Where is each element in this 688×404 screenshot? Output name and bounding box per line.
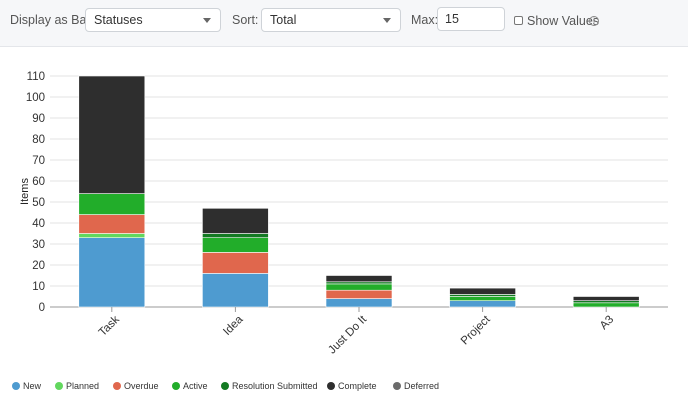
x-tick-label: Just Do It: [326, 313, 369, 356]
bar-segment-overdue: [325, 289, 393, 299]
max-value: 15: [445, 12, 459, 26]
legend-swatch: [221, 382, 229, 390]
x-tick-label: A3: [598, 314, 616, 332]
y-tick-label: 90: [32, 113, 45, 125]
y-axis-label: Items: [19, 178, 31, 205]
y-tick-label: 70: [32, 155, 45, 167]
legend-label: New: [23, 381, 42, 391]
y-tick-label: 40: [32, 218, 45, 230]
legend-label: Active: [183, 381, 208, 391]
display-as-bar-label: Display as Bar:: [10, 13, 95, 27]
legend-label: Complete: [338, 381, 377, 391]
bar-segment-new: [325, 298, 393, 308]
legend-swatch: [172, 382, 180, 390]
bar-segment-new: [449, 300, 516, 308]
y-tick-label: 0: [39, 302, 45, 314]
chart-toolbar: Display as Bar: Statuses Sort: Total Max…: [0, 0, 688, 47]
bar-segment-complete: [325, 275, 393, 283]
y-tick-label: 80: [32, 134, 45, 146]
info-icon[interactable]: i: [589, 16, 599, 26]
legend-label: Overdue: [124, 381, 159, 391]
bar-segment-new: [78, 237, 146, 308]
y-tick-label: 110: [27, 71, 45, 83]
bar-segment-overdue: [78, 214, 146, 234]
legend-swatch: [55, 382, 63, 390]
x-tick-label: Idea: [221, 313, 246, 338]
sort-select[interactable]: Total: [261, 8, 401, 32]
show-values-label[interactable]: Show Values: [527, 14, 600, 28]
bar-segment-new: [202, 273, 269, 308]
y-tick-label: 30: [32, 239, 45, 251]
y-tick-label: 50: [32, 197, 45, 209]
bar-segment-complete: [78, 75, 146, 194]
bar-segment-resolution-submitted: [325, 281, 393, 285]
bar-segment-resolution-submitted: [572, 300, 640, 304]
display-as-bar-select[interactable]: Statuses: [85, 8, 221, 32]
legend-label: Deferred: [404, 381, 440, 391]
bar-segment-planned: [78, 233, 146, 238]
y-tick-label: 20: [32, 260, 45, 272]
sort-value: Total: [270, 13, 297, 27]
legend-swatch: [393, 382, 401, 390]
x-tick-label: Task: [97, 313, 122, 338]
legend-label: Resolution Submitted: [232, 381, 318, 391]
y-tick-label: 60: [32, 176, 45, 188]
bar-segment-resolution-submitted: [202, 233, 269, 238]
bar-segment-active: [78, 193, 146, 215]
legend-label: Planned: [66, 381, 100, 391]
legend-swatch: [327, 382, 335, 390]
bar-segment-active: [449, 296, 516, 301]
bar-segment-active: [572, 302, 640, 308]
y-tick-label: 100: [26, 92, 45, 104]
legend-swatch: [12, 382, 20, 390]
bar-segment-complete: [202, 208, 269, 234]
chevron-down-icon: [203, 18, 211, 23]
show-values-checkbox[interactable]: [514, 16, 523, 25]
display-as-bar-value: Statuses: [94, 13, 143, 27]
x-tick-label: Project: [459, 313, 493, 347]
bar-segment-resolution-submitted: [449, 294, 516, 297]
bar-segment-complete: [449, 287, 516, 295]
bar-segment-active: [325, 283, 393, 291]
legend-swatch: [113, 382, 121, 390]
max-input[interactable]: 15: [437, 7, 505, 31]
bar-segment-active: [202, 237, 269, 253]
bar-segment-overdue: [202, 252, 269, 274]
sort-label: Sort:: [232, 13, 259, 27]
chevron-down-icon: [383, 18, 391, 23]
y-tick-label: 10: [32, 281, 45, 293]
stacked-bar-chart: 0 10 20 30 40 50 60 70 80 90 100 110 Items Task Idea Ju…: [19, 71, 668, 356]
chart-legend: New Planned Overdue Active Resolution Submit…: [0, 378, 688, 394]
max-label: Max:: [411, 13, 439, 27]
bar-segment-complete: [572, 296, 640, 301]
